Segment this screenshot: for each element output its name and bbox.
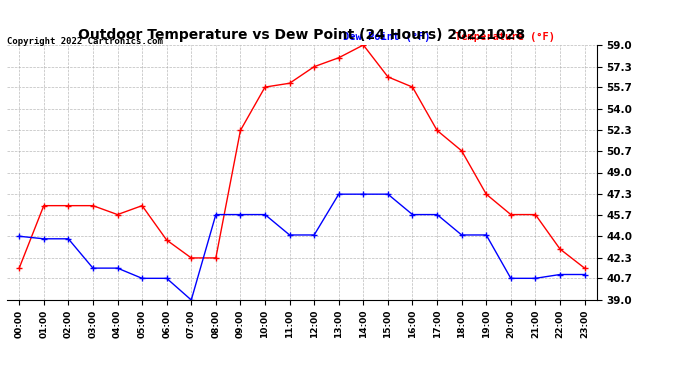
Text: Dew Point (°F): Dew Point (°F) — [343, 32, 431, 42]
Title: Outdoor Temperature vs Dew Point (24 Hours) 20221028: Outdoor Temperature vs Dew Point (24 Hou… — [78, 28, 526, 42]
Text: Copyright 2022 Cartronics.com: Copyright 2022 Cartronics.com — [7, 38, 163, 46]
Text: Temperature (°F): Temperature (°F) — [455, 33, 555, 42]
